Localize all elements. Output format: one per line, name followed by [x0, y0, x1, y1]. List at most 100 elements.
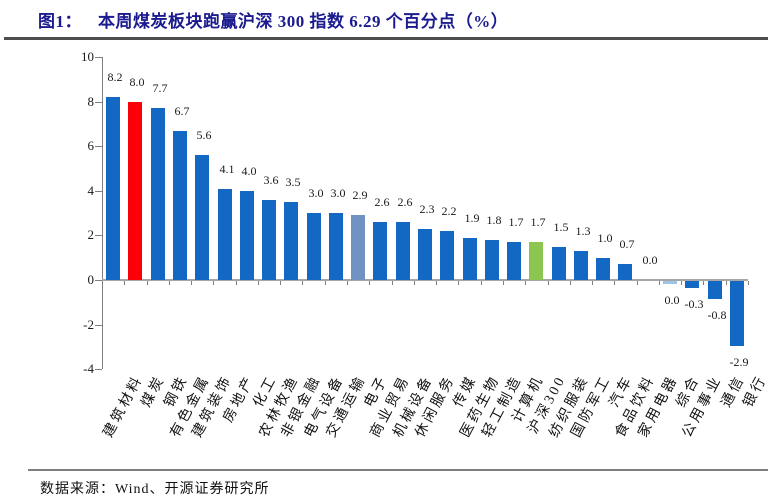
y-axis-tick	[95, 235, 102, 236]
bar-电子	[351, 215, 365, 280]
bar-value-label: 2.2	[441, 204, 457, 218]
bar-value-label: 5.6	[196, 128, 212, 142]
bar-钢铁	[151, 108, 165, 280]
bar-value-label: 4.1	[219, 162, 235, 176]
bar-value-label: 1.7	[530, 215, 546, 229]
x-axis-tick	[481, 281, 482, 285]
bar-化工	[240, 191, 254, 280]
figure-title-text: 本周煤炭板块跑赢沪深 300 指数 6.29 个百分点（%）	[98, 12, 509, 31]
category-label-建筑材料: 建筑材料	[101, 373, 147, 441]
y-tick-label: 2	[87, 227, 95, 242]
x-axis-tick	[347, 281, 348, 285]
bar-机械设备	[396, 222, 410, 280]
y-axis-tick	[95, 102, 102, 103]
bar-轻工制造	[485, 240, 499, 280]
footer-divider-rule	[28, 469, 768, 471]
bar-电气设备	[307, 213, 321, 280]
y-tick-label: 8	[87, 94, 95, 109]
y-axis-line	[102, 57, 103, 369]
bar-value-label: 7.7	[152, 81, 168, 95]
y-tick-label: -2	[83, 317, 94, 332]
bar-value-label: -0.3	[684, 297, 704, 311]
bar-沪深300	[529, 242, 543, 280]
bar-汽车	[596, 258, 610, 280]
bar-建筑材料	[106, 97, 120, 280]
x-axis-tick	[681, 281, 682, 285]
bar-房地产	[218, 189, 232, 280]
bar-value-label: 1.8	[486, 213, 502, 227]
bar-有色金属	[173, 131, 187, 280]
x-axis-tick	[236, 281, 237, 285]
x-axis-tick	[703, 281, 704, 285]
bar-value-label: 0.0	[664, 293, 680, 307]
x-axis-tick	[592, 281, 593, 285]
bar-value-label: 2.6	[374, 195, 390, 209]
bar-建筑装饰	[195, 155, 209, 280]
x-axis-tick	[637, 281, 638, 285]
x-axis-tick	[525, 281, 526, 285]
bar-value-label: 2.9	[352, 188, 368, 202]
bar-公用事业	[685, 281, 699, 288]
bar-value-label: 3.5	[285, 175, 301, 189]
bar-value-label: 8.2	[107, 70, 123, 84]
title-divider-rule	[4, 37, 768, 40]
bar-银行	[730, 281, 744, 346]
x-axis-tick	[570, 281, 571, 285]
bar-农林牧渔	[262, 200, 276, 280]
x-axis-tick	[147, 281, 148, 285]
bar-value-label: 0.0	[642, 253, 658, 267]
bar-value-label: -0.8	[707, 308, 727, 322]
y-axis-tick	[95, 369, 102, 370]
data-source-text: 数据来源：Wind、开源证券研究所	[40, 482, 270, 497]
bar-煤炭	[128, 102, 142, 280]
x-axis-tick	[548, 281, 549, 285]
x-axis-tick	[726, 281, 727, 285]
bar-传媒	[440, 231, 454, 280]
bar-value-label: 3.6	[263, 173, 279, 187]
bar-value-label: 8.0	[129, 75, 145, 89]
x-axis-tick	[392, 281, 393, 285]
x-axis-tick	[659, 281, 660, 285]
bar-非银金融	[284, 202, 298, 280]
bar-商业贸易	[373, 222, 387, 280]
x-axis-zero-line	[102, 279, 748, 281]
y-tick-label: 10	[81, 49, 94, 64]
x-axis-tick	[369, 281, 370, 285]
bar-value-label: 1.0	[597, 231, 613, 245]
bar-value-label: 4.0	[241, 164, 257, 178]
figure-title: 图1： 本周煤炭板块跑赢沪深 300 指数 6.29 个百分点（%）	[38, 7, 508, 32]
bar-value-label: 1.9	[464, 211, 480, 225]
y-axis-tick	[95, 280, 102, 281]
bar-value-label: 1.7	[508, 215, 524, 229]
figure-number: 图1：	[38, 12, 82, 31]
bar-value-label: 2.6	[397, 195, 413, 209]
x-axis-tick	[280, 281, 281, 285]
y-axis-tick	[95, 325, 102, 326]
bar-纺织服装	[552, 247, 566, 280]
x-axis-tick	[258, 281, 259, 285]
bar-value-label: 3.0	[308, 186, 324, 200]
x-axis-tick	[748, 281, 749, 285]
x-axis-tick	[436, 281, 437, 285]
x-axis-tick	[169, 281, 170, 285]
bar-value-label: 1.5	[553, 220, 569, 234]
bar-交通运输	[329, 213, 343, 280]
bar-通信	[708, 281, 722, 299]
bar-value-label: 2.3	[419, 202, 435, 216]
bar-value-label: 0.7	[619, 237, 635, 251]
x-axis-tick	[325, 281, 326, 285]
bar-食品饮料	[618, 264, 632, 280]
y-tick-label: -4	[83, 361, 94, 376]
y-tick-label: 0	[87, 272, 95, 287]
y-axis-tick	[95, 146, 102, 147]
x-axis-tick	[102, 281, 103, 285]
bar-医药生物	[463, 238, 477, 280]
bar-value-label: -2.9	[729, 355, 749, 369]
x-axis-tick	[213, 281, 214, 285]
y-tick-label: 4	[87, 183, 95, 198]
x-axis-tick	[414, 281, 415, 285]
bar-国防军工	[574, 251, 588, 280]
bar-计算机	[507, 242, 521, 280]
y-tick-label: 6	[87, 138, 95, 153]
